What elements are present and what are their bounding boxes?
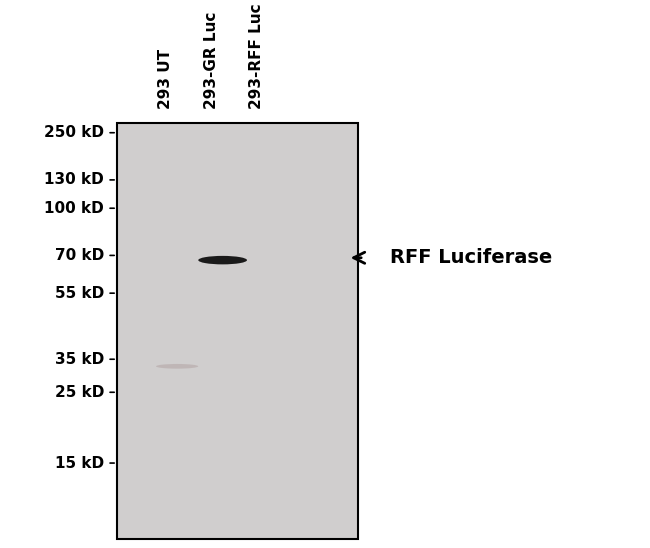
Text: 70 kD: 70 kD	[55, 248, 104, 263]
Text: 55 kD: 55 kD	[55, 286, 104, 301]
Text: 25 kD: 25 kD	[55, 385, 104, 400]
Ellipse shape	[156, 364, 198, 369]
Text: RFF Luciferase: RFF Luciferase	[390, 248, 552, 267]
Text: 293-GR Luc: 293-GR Luc	[203, 12, 219, 109]
Text: 293-RFF Luc: 293-RFF Luc	[249, 3, 265, 109]
Text: 293 UT: 293 UT	[158, 49, 174, 109]
Text: 15 kD: 15 kD	[55, 455, 104, 471]
Text: 130 kD: 130 kD	[44, 173, 104, 187]
Bar	[117, 123, 358, 539]
Text: 100 kD: 100 kD	[44, 201, 104, 216]
Ellipse shape	[198, 256, 247, 264]
Text: 35 kD: 35 kD	[55, 352, 104, 367]
Text: 250 kD: 250 kD	[44, 125, 104, 140]
